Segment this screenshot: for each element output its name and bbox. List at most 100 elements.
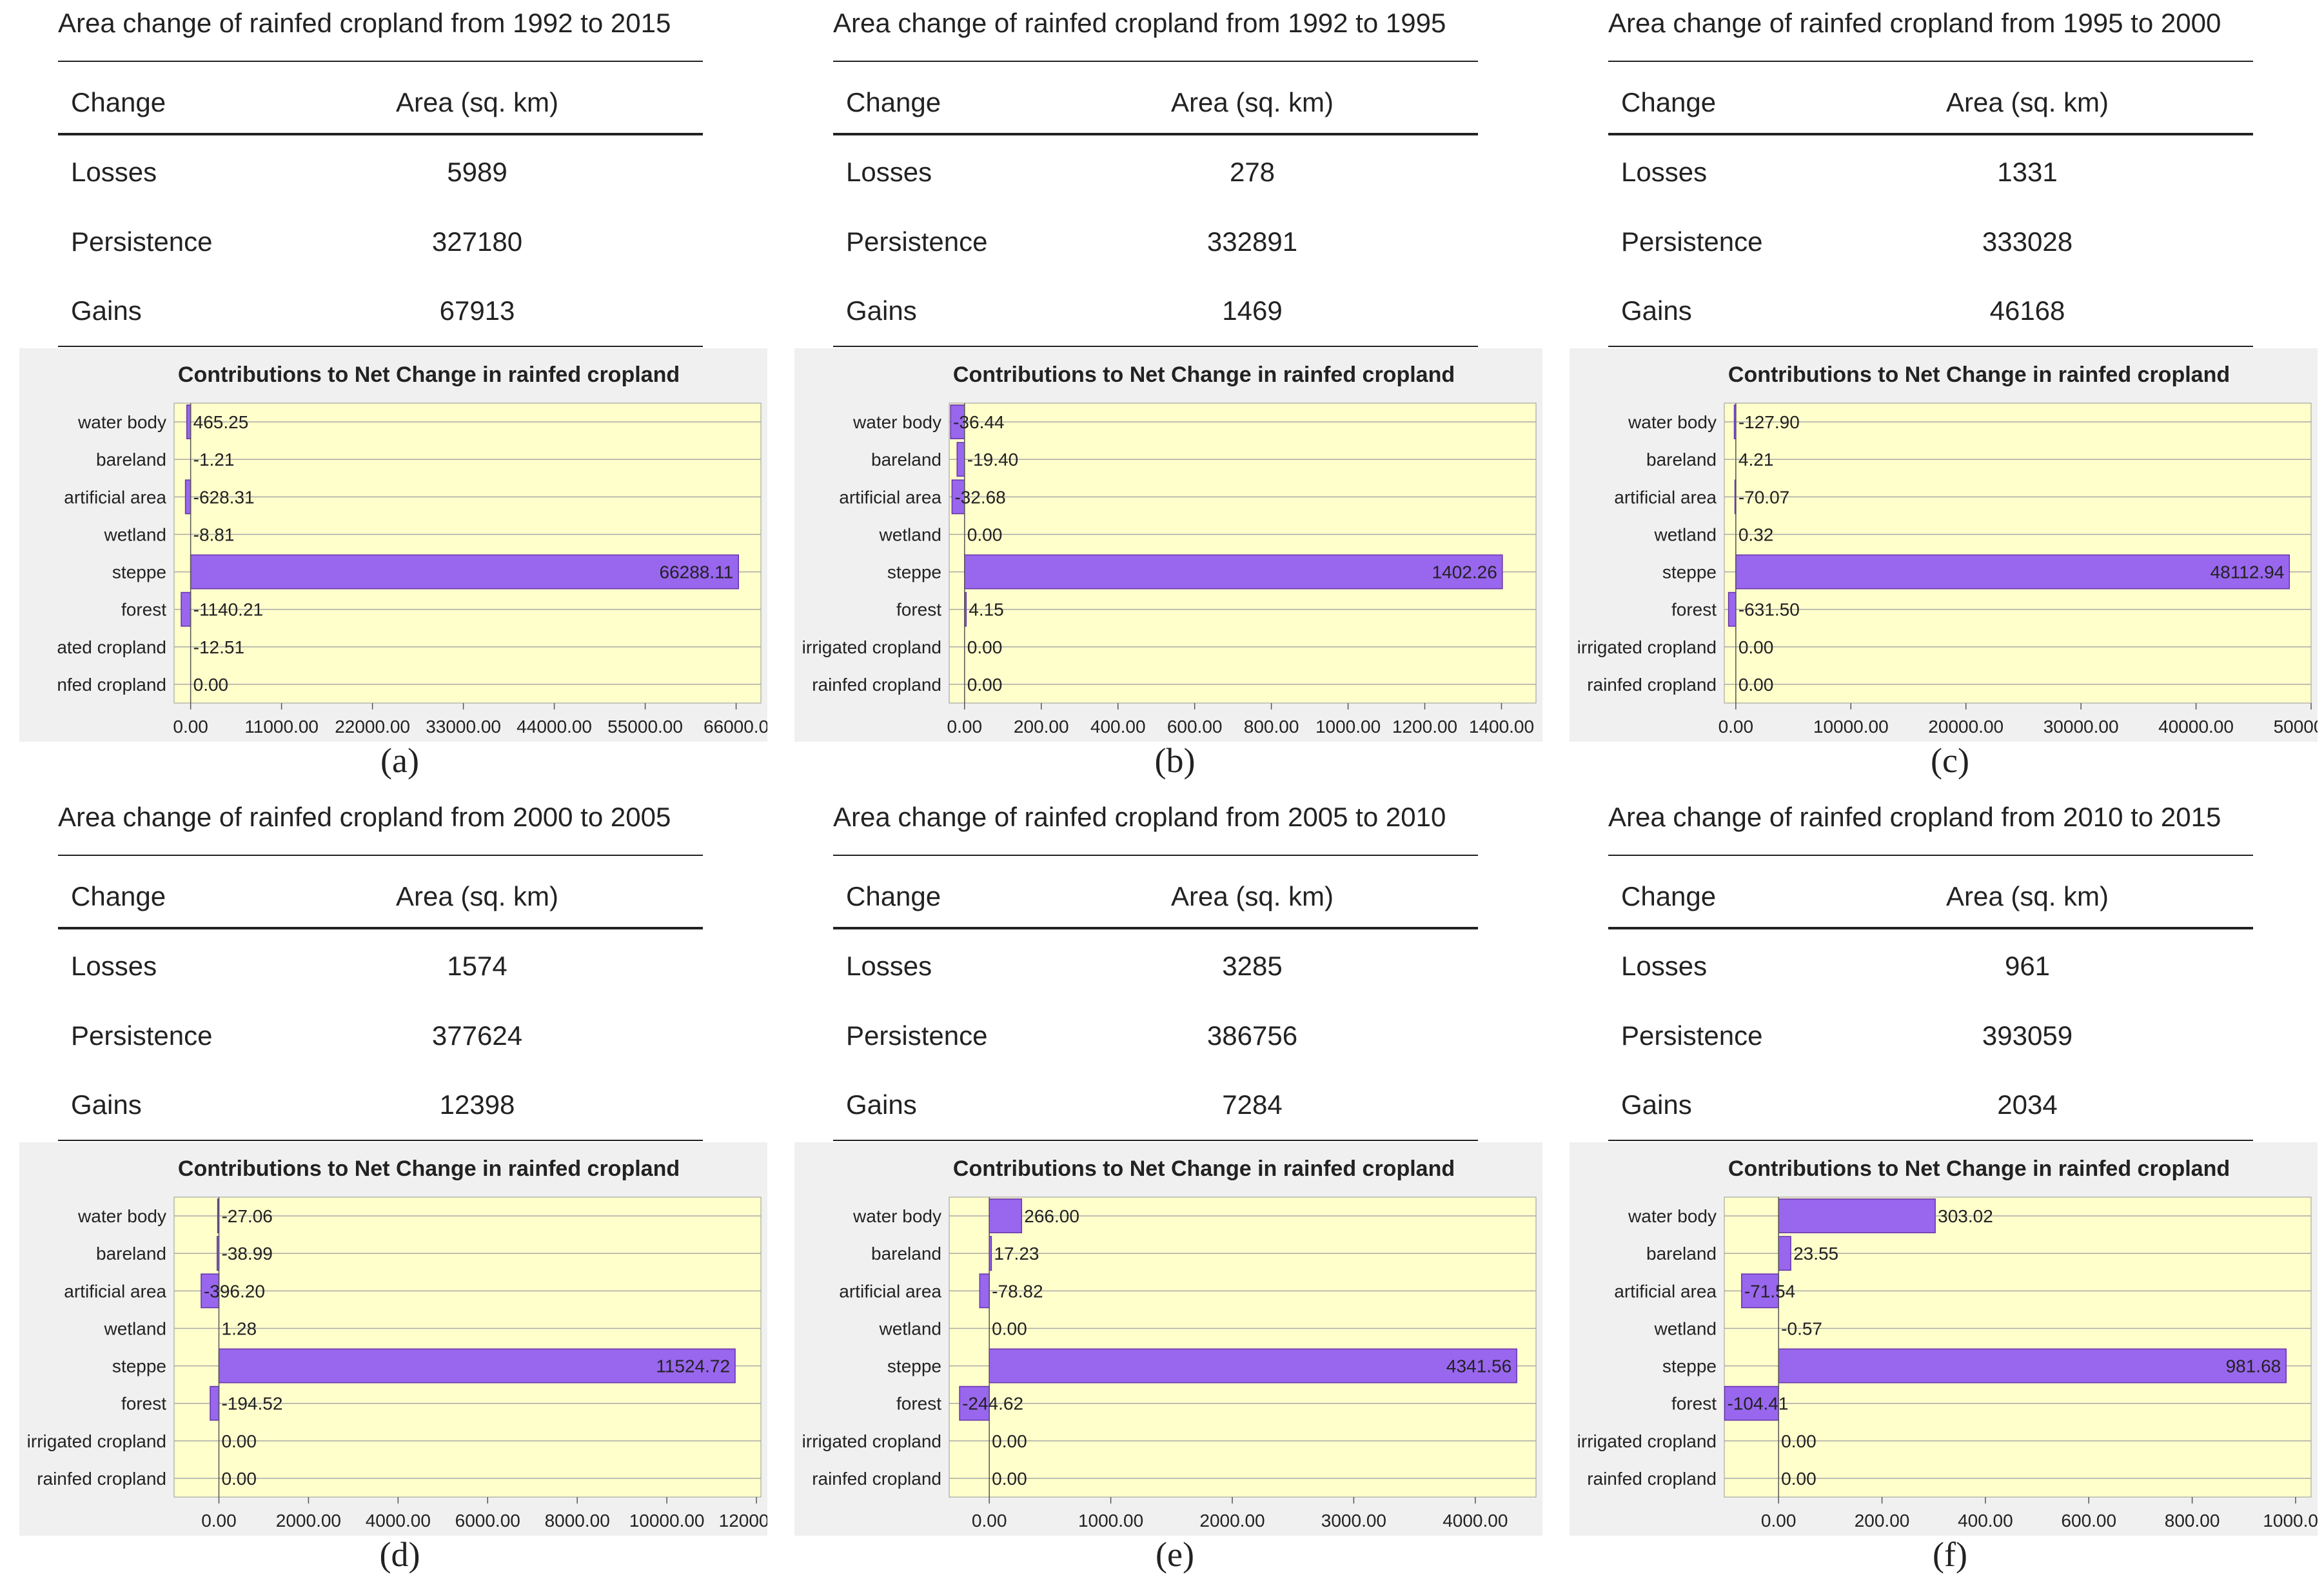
category-label: irrigated cropland (802, 637, 941, 657)
value-label: -19.40 (967, 450, 1018, 470)
value-label: 0.00 (992, 1431, 1027, 1451)
table-top-rule (58, 855, 703, 856)
x-tick-label: 600.00 (2061, 1511, 2116, 1531)
x-tick-label: 200.00 (1014, 717, 1069, 737)
row-label-gains: Gains (71, 1089, 142, 1120)
row-value-persistence: 327180 (431, 226, 523, 257)
table-header-rule (58, 133, 703, 135)
table-title: Area change of rainfed cropland from 200… (833, 802, 1446, 832)
category-label: water body (1628, 412, 1717, 432)
chart-svg: Contributions to Net Change in rainfed c… (1570, 1142, 2318, 1536)
panel-f: Area change of rainfed cropland from 201… (1550, 794, 2324, 1588)
x-tick-label: 44000.00 (517, 717, 592, 737)
x-tick-label: 4000.00 (1443, 1511, 1508, 1531)
row-label-losses: Losses (1621, 951, 1708, 981)
value-label: 981.68 (2226, 1356, 2281, 1376)
category-label: bareland (1646, 450, 1717, 470)
net-change-chart: Contributions to Net Change in rainfed c… (794, 1142, 1542, 1536)
row-label-losses: Losses (71, 951, 157, 981)
chart-title: Contributions to Net Change in rainfed c… (953, 362, 1455, 387)
panel-label: (a) (380, 741, 419, 780)
value-label: -12.51 (193, 637, 244, 657)
bar-water-body (1778, 1198, 1936, 1233)
table-bottom-rule (1608, 1140, 2253, 1141)
x-tick-label: 2000.00 (276, 1511, 341, 1531)
column-header-change: Change (71, 87, 166, 117)
x-tick-label: 1400.00 (1469, 717, 1534, 737)
table-header-rule (1608, 133, 2253, 135)
row-label-gains: Gains (846, 295, 917, 326)
chart-svg: Contributions to Net Change in rainfed c… (794, 348, 1542, 742)
row-value-gains: 67913 (439, 295, 515, 326)
table-bottom-rule (58, 1140, 703, 1141)
row-value-gains: 7284 (1222, 1089, 1283, 1120)
chart-svg: Contributions to Net Change in rainfed c… (19, 348, 767, 742)
category-label: rainfed cropland (812, 1469, 941, 1489)
value-label: -396.20 (204, 1281, 265, 1301)
row-label-persistence: Persistence (846, 226, 988, 257)
table-top-rule (833, 855, 1478, 856)
category-label: wetland (1653, 524, 1717, 544)
row-value-gains: 12398 (439, 1089, 515, 1120)
value-label: 0.00 (992, 1318, 1027, 1338)
category-label: wetland (1653, 1318, 1717, 1338)
panel-label: (c) (1931, 741, 1969, 780)
table-header-rule (58, 927, 703, 929)
row-value-gains: 2034 (1997, 1089, 2058, 1120)
category-label: irrigated cropland (802, 1431, 941, 1451)
table-bottom-rule (833, 1140, 1478, 1141)
category-label: forest (1671, 600, 1717, 620)
value-label: -127.90 (1738, 412, 1800, 432)
panel-b: Area change of rainfed cropland from 199… (775, 0, 1549, 794)
category-label: artificial area (839, 1281, 941, 1301)
plot-area (1724, 402, 2312, 704)
category-label: bareland (1646, 1244, 1717, 1264)
table-bottom-rule (1608, 346, 2253, 347)
column-header-change: Change (71, 881, 166, 911)
category-label: artificial area (839, 487, 941, 507)
panel-c: Area change of rainfed cropland from 199… (1550, 0, 2324, 794)
row-value-losses: 1331 (1997, 157, 2058, 187)
panel-a: Area change of rainfed cropland from 199… (0, 0, 774, 794)
table-title: Area change of rainfed cropland from 201… (1608, 802, 2221, 832)
table-top-rule (58, 61, 703, 62)
bar-artificial-area (979, 1273, 990, 1309)
chart-svg: Contributions to Net Change in rainfed c… (1570, 348, 2318, 742)
x-tick-label: 800.00 (2165, 1511, 2220, 1531)
plot-area (949, 402, 1537, 704)
category-label: bareland (96, 1244, 166, 1264)
panel-label: (d) (379, 1535, 420, 1574)
row-value-persistence: 393059 (1982, 1020, 2073, 1051)
column-header-area: Area (sq. km) (1945, 87, 2109, 117)
row-label-losses: Losses (1621, 157, 1708, 187)
category-label: steppe (887, 562, 941, 582)
category-label: forest (896, 600, 941, 620)
column-header-area: Area (sq. km) (395, 881, 559, 911)
chart-title: Contributions to Net Change in rainfed c… (178, 1156, 680, 1181)
value-label: -628.31 (193, 487, 255, 507)
category-label: water body (852, 412, 941, 432)
row-label-persistence: Persistence (846, 1020, 988, 1051)
category-label: bareland (96, 450, 166, 470)
panel-label: (b) (1154, 741, 1196, 780)
bar-forest (1724, 1385, 1779, 1421)
row-label-persistence: Persistence (71, 1020, 213, 1051)
x-tick-label: 55000.00 (607, 717, 683, 737)
chart-svg: Contributions to Net Change in rainfed c… (19, 1142, 767, 1536)
value-label: 0.00 (967, 524, 1003, 544)
row-value-losses: 278 (1229, 157, 1275, 187)
x-tick-label: 1000.00 (1315, 717, 1381, 737)
category-label: rainfed cropland (812, 675, 941, 695)
value-label: -71.54 (1744, 1281, 1795, 1301)
column-header-change: Change (846, 87, 941, 117)
table-header-rule (1608, 927, 2253, 929)
bar-bareland (1778, 1236, 1791, 1271)
row-label-losses: Losses (846, 951, 932, 981)
plot-area (949, 1196, 1537, 1498)
value-label: -244.62 (962, 1394, 1023, 1414)
bar-forest (181, 591, 192, 627)
table-header-rule (833, 927, 1478, 929)
bar-forest (210, 1385, 220, 1421)
category-label: forest (896, 1394, 941, 1414)
x-tick-label: 800.00 (1244, 717, 1299, 737)
